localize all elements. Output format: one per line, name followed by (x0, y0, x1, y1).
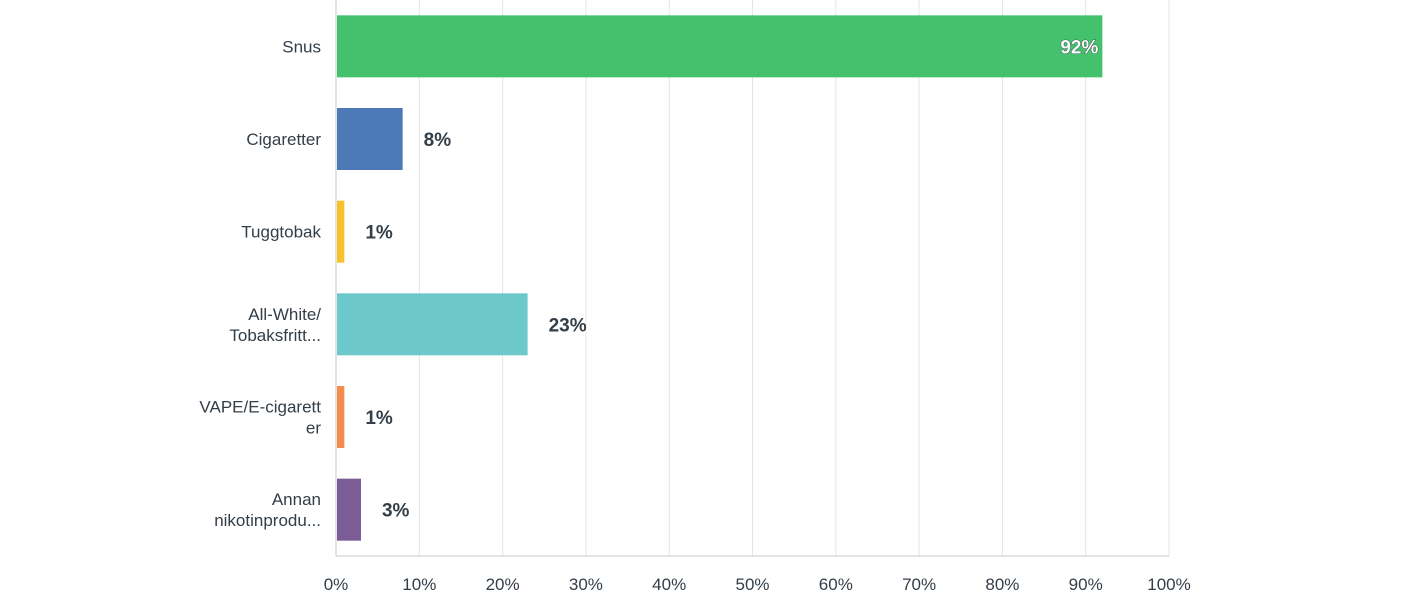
x-axis-tick-labels: 0% 10% 20% 30% 40% 50% 60% 70% 80% 90% 100% (324, 575, 1191, 594)
bar (337, 386, 345, 448)
value-label: 23% (549, 315, 587, 336)
x-tick-label: 70% (902, 575, 936, 594)
category-label: All-White/Tobaksfritt... (229, 305, 321, 345)
bar (337, 108, 403, 170)
bar (337, 478, 361, 541)
value-label: 92% (1060, 37, 1098, 58)
category-label: VAPE/E-cigarett er (199, 398, 321, 438)
x-tick-label: 100% (1147, 575, 1190, 594)
bar (337, 200, 345, 263)
x-tick-label: 10% (402, 575, 436, 594)
value-label: 1% (365, 223, 393, 244)
x-tick-label: 20% (486, 575, 520, 594)
x-tick-label: 80% (985, 575, 1019, 594)
category-labels: Snus Cigaretter Tuggtobak All-White/Tobaksf… (199, 37, 321, 530)
category-label: Tuggtobak (241, 223, 321, 242)
value-label: 3% (382, 501, 410, 522)
value-label: 1% (365, 408, 393, 429)
x-tick-label: 30% (569, 575, 603, 594)
bar (337, 15, 1103, 78)
value-labels: 92% 8% 1% 23% 1% 3% (365, 37, 1099, 522)
x-tick-label: 90% (1069, 575, 1103, 594)
category-label: Annan nikotinprodu... (214, 490, 321, 530)
x-tick-label: 0% (324, 575, 349, 594)
x-tick-label: 40% (652, 575, 686, 594)
value-label: 8% (424, 130, 452, 151)
x-tick-label: 50% (735, 575, 769, 594)
bars (337, 15, 1103, 541)
bar (337, 293, 528, 356)
category-label: Cigaretter (246, 130, 321, 149)
x-tick-label: 60% (819, 575, 853, 594)
grid (335, 0, 1170, 557)
category-label: Snus (282, 37, 321, 56)
